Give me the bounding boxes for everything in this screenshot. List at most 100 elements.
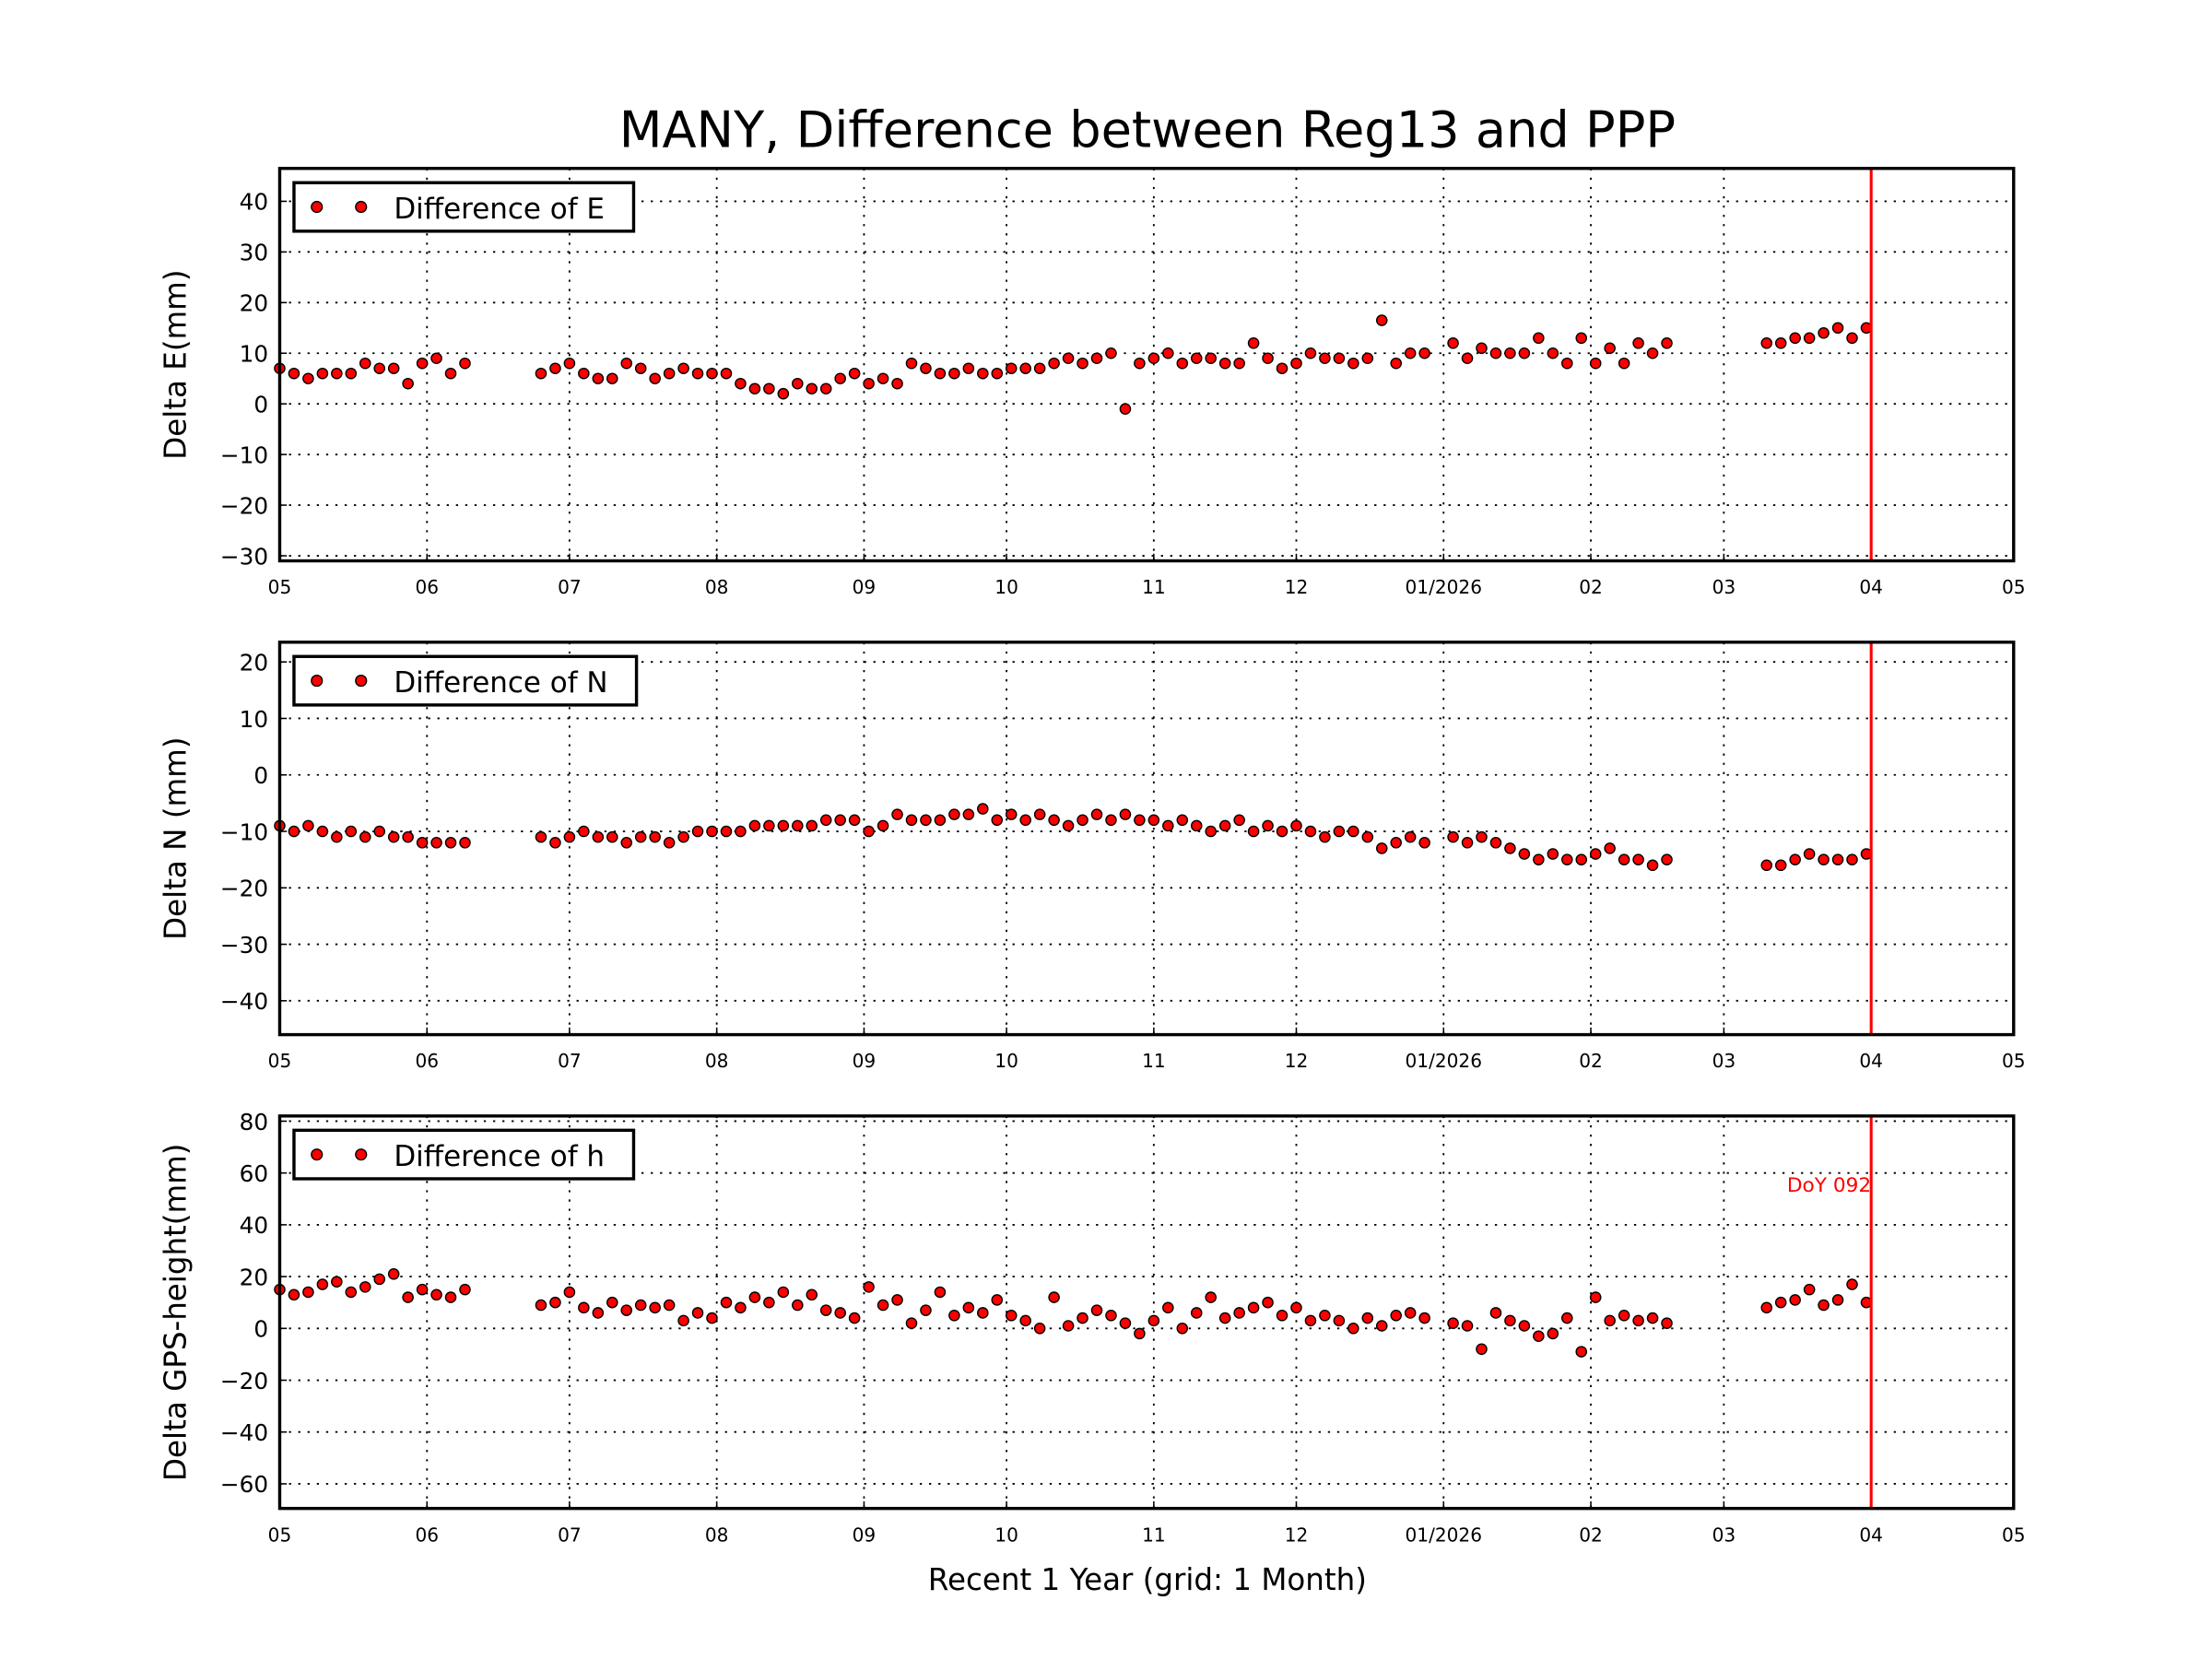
data-point: [288, 367, 300, 380]
data-point: [863, 1281, 875, 1293]
data-point: [302, 1286, 314, 1299]
data-point: [834, 1307, 846, 1319]
data-point: [634, 362, 647, 375]
y-tick-label: 20: [240, 290, 269, 317]
data-point: [1461, 1320, 1474, 1332]
data-point: [416, 837, 429, 849]
data-point: [977, 1307, 989, 1319]
data-point: [1048, 357, 1060, 370]
data-point: [592, 830, 605, 843]
data-point: [1119, 808, 1132, 820]
data-point: [735, 1301, 747, 1314]
y-tick-label: 20: [240, 650, 269, 677]
data-point: [1218, 1312, 1231, 1324]
data-point: [1831, 322, 1844, 335]
data-point: [373, 1273, 385, 1286]
data-point: [649, 372, 661, 384]
x-tick-label: 11: [1142, 576, 1166, 598]
y-tick-label: 0: [253, 762, 268, 789]
legend: Difference of h: [292, 1128, 636, 1181]
data-point: [620, 357, 633, 370]
data-point: [649, 830, 661, 843]
data-point: [359, 1281, 371, 1293]
x-tick-label: 01/2026: [1405, 576, 1482, 598]
data-point: [373, 825, 385, 838]
data-point: [1661, 853, 1673, 865]
data-point: [948, 367, 960, 380]
x-tick-label: 05: [2002, 576, 2026, 598]
x-tick-label: 09: [853, 1050, 877, 1072]
y-tick-label: 40: [240, 1212, 269, 1239]
data-point: [1233, 1307, 1245, 1319]
data-point: [806, 1288, 818, 1301]
data-point: [763, 819, 775, 832]
data-point: [691, 1307, 704, 1319]
data-point: [316, 1278, 329, 1290]
data-point: [302, 372, 314, 384]
x-tick-label: 12: [1285, 576, 1309, 598]
data-point: [1019, 362, 1031, 375]
data-point: [863, 825, 875, 838]
data-point: [819, 382, 832, 394]
x-tick-label: 09: [853, 576, 877, 598]
data-point: [1533, 1330, 1545, 1343]
data-point: [387, 1268, 400, 1280]
data-point: [620, 837, 633, 849]
data-point: [1803, 1283, 1816, 1296]
data-point: [1589, 848, 1602, 860]
data-point: [1418, 837, 1430, 849]
data-point: [1218, 819, 1231, 832]
data-point: [748, 1291, 761, 1303]
x-tick-label: 01/2026: [1405, 1524, 1482, 1546]
data-point: [920, 1304, 932, 1316]
data-point: [459, 1283, 471, 1296]
data-point: [1547, 347, 1559, 359]
data-point: [1831, 853, 1844, 865]
data-point: [1190, 819, 1203, 832]
data-point: [563, 357, 576, 370]
data-point: [1190, 352, 1203, 365]
x-tick-label: 12: [1285, 1524, 1309, 1546]
data-point: [891, 808, 903, 820]
data-point: [1618, 853, 1630, 865]
data-point: [430, 1288, 442, 1301]
data-point: [706, 825, 718, 838]
data-point: [1319, 830, 1331, 843]
data-point: [706, 367, 718, 380]
data-point: [677, 362, 689, 375]
data-point: [777, 819, 790, 832]
data-point: [1846, 1278, 1858, 1290]
x-tick-label: 10: [994, 576, 1018, 598]
data-point: [1518, 848, 1531, 860]
legend-box: [292, 181, 636, 233]
data-point: [1476, 1343, 1488, 1356]
x-axis-label: Recent 1 Year (grid: 1 Month): [928, 1562, 1367, 1597]
data-point: [1361, 1312, 1374, 1324]
legend-marker-icon: [311, 675, 324, 688]
data-point: [1489, 1307, 1502, 1319]
data-point: [1504, 347, 1516, 359]
data-point: [934, 367, 947, 380]
x-tick-label: 02: [1579, 576, 1603, 598]
y-tick-label: −10: [220, 818, 268, 845]
y-tick-label: −20: [220, 492, 268, 519]
x-tick-label: 06: [415, 576, 439, 598]
data-point: [977, 367, 989, 380]
data-point: [359, 830, 371, 843]
axes-frame: [277, 1114, 2016, 1511]
data-point: [1048, 1291, 1060, 1303]
legend-box: [292, 654, 639, 707]
data-point: [606, 830, 618, 843]
y-tick-label: −20: [220, 876, 268, 902]
data-point: [359, 357, 371, 370]
data-point: [1774, 1296, 1787, 1309]
data-point: [1646, 1312, 1659, 1324]
data-point: [1831, 1294, 1844, 1306]
data-point: [316, 825, 329, 838]
data-point: [1276, 362, 1288, 375]
data-point: [1361, 830, 1374, 843]
y-tick-label: 0: [253, 1316, 268, 1343]
data-point: [934, 1286, 947, 1299]
data-point: [331, 1276, 343, 1288]
data-point: [1760, 336, 1773, 349]
